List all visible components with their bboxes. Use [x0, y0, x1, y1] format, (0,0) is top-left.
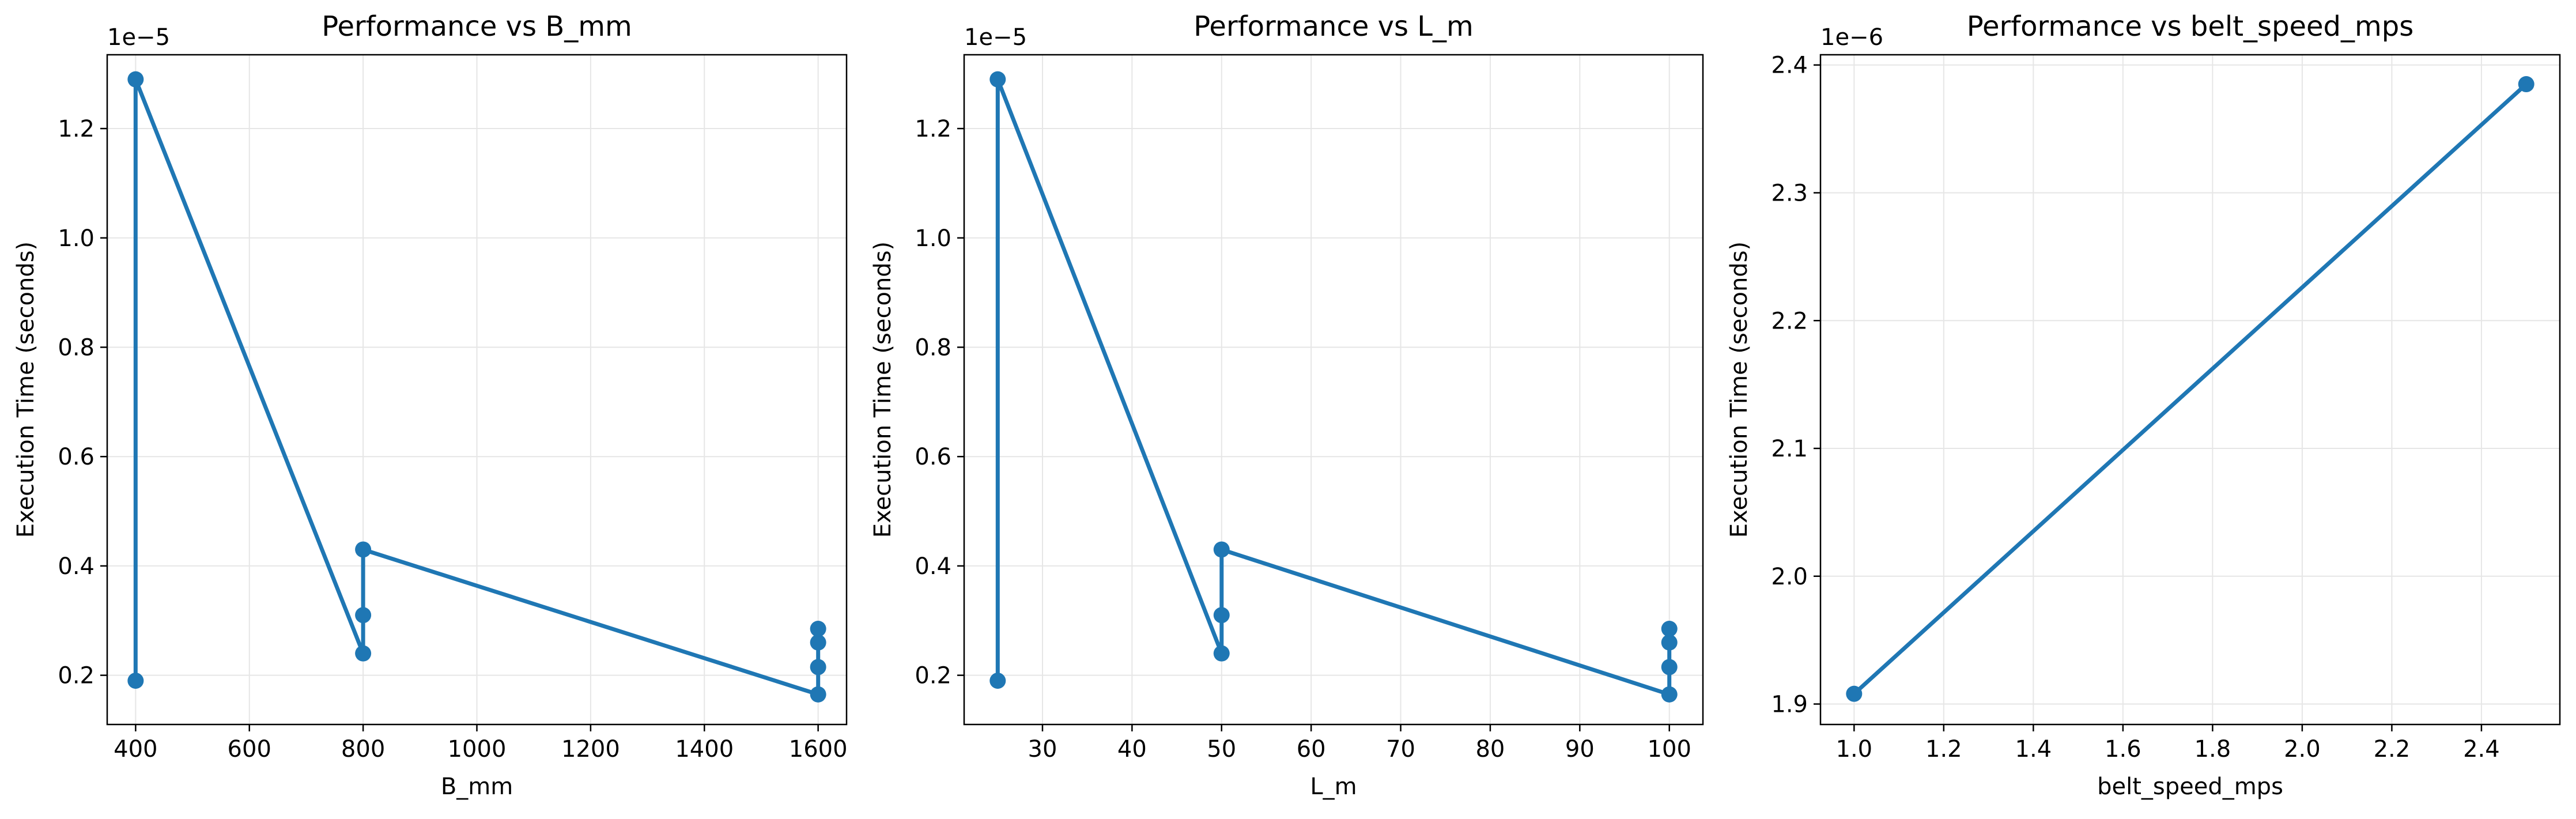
- y-tick-label: 1.0: [915, 225, 951, 252]
- x-tick-label: 70: [1386, 736, 1415, 763]
- y-tick-label: 1.9: [1771, 692, 1808, 718]
- y-tick-label: 2.4: [1771, 52, 1808, 79]
- x-axis-label: B_mm: [441, 773, 513, 800]
- y-tick-label: 2.3: [1771, 180, 1808, 206]
- data-point: [1661, 634, 1678, 651]
- chart-title: Performance vs belt_speed_mps: [1967, 10, 2414, 43]
- y-tick-label: 1.2: [58, 116, 95, 142]
- axes-frame: [963, 54, 1704, 726]
- x-tick-label: 1.8: [2194, 736, 2231, 763]
- data-point: [355, 607, 372, 624]
- x-tick-label: 1200: [561, 736, 620, 763]
- data-point: [810, 659, 826, 675]
- axes-frame: [106, 54, 848, 726]
- data-point: [127, 673, 144, 689]
- y-offset-label: 1e−6: [1820, 24, 1883, 51]
- y-tick-label: 0.2: [915, 663, 951, 689]
- x-tick-label: 100: [1648, 736, 1691, 763]
- x-axis-label: belt_speed_mps: [2097, 773, 2283, 800]
- y-axis-label: Execution Time (seconds): [870, 241, 896, 538]
- x-tick-label: 400: [114, 736, 157, 763]
- y-offset-label: 1e−5: [107, 24, 170, 51]
- y-tick-label: 0.8: [915, 334, 951, 361]
- subplot-b-mm: 400 600 800 1000 1200 1400 1600 0.2 0.4 0.6 0.8 1.0…: [13, 10, 848, 800]
- data-series: [989, 71, 1678, 703]
- data-point: [989, 71, 1006, 88]
- subplot-l-m: 30 40 50 60 70 80 90 100 0.2 0.4 0.6 0.8 1.0 1.2 Perf…: [870, 10, 1704, 800]
- y-tick-label: 1.2: [915, 116, 951, 142]
- chart-title: Performance vs B_mm: [322, 10, 632, 43]
- data-point: [810, 634, 826, 651]
- data-point: [355, 541, 372, 558]
- x-tick-label: 800: [341, 736, 385, 763]
- data-point: [989, 673, 1006, 689]
- x-tick-label: 1000: [448, 736, 507, 763]
- subplot-belt-speed: 1.0 1.2 1.4 1.6 1.8 2.0 2.2 2.4 1.9 2.0 2.1 2.2 2.3 2…: [1726, 10, 2561, 800]
- x-tick-label: 1.0: [1836, 736, 1873, 763]
- data-point: [810, 621, 826, 637]
- y-tick-label: 0.2: [58, 663, 95, 689]
- y-tick-label: 0.4: [915, 553, 951, 580]
- x-tick-label: 2.4: [2463, 736, 2500, 763]
- data-point: [810, 686, 826, 703]
- x-tick-label: 90: [1565, 736, 1595, 763]
- grid: [1820, 55, 2560, 724]
- x-tick-label: 40: [1117, 736, 1147, 763]
- ticks: 1.0 1.2 1.4 1.6 1.8 2.0 2.2 2.4 1.9 2.0 2.1 2.2 2.3 2…: [1771, 52, 2499, 763]
- y-tick-label: 2.2: [1771, 308, 1808, 334]
- axes-frame: [1819, 54, 2561, 726]
- data-point: [1213, 541, 1230, 558]
- ticks: 30 40 50 60 70 80 90 100 0.2 0.4 0.6 0.8 1.0 1.2: [915, 116, 1691, 763]
- data-point: [1213, 645, 1230, 662]
- data-point: [127, 71, 144, 88]
- data-point: [1661, 686, 1678, 703]
- data-point: [1846, 685, 1863, 702]
- x-tick-label: 2.0: [2284, 736, 2321, 763]
- y-axis-label: Execution Time (seconds): [13, 241, 39, 538]
- y-tick-label: 1.0: [58, 225, 95, 252]
- y-offset-label: 1e−5: [964, 24, 1027, 51]
- x-tick-label: 2.2: [2374, 736, 2411, 763]
- y-tick-label: 0.6: [915, 444, 951, 470]
- x-tick-label: 30: [1028, 736, 1057, 763]
- data-point: [2518, 76, 2535, 93]
- x-tick-label: 1400: [675, 736, 734, 763]
- x-tick-label: 1600: [789, 736, 848, 763]
- y-tick-label: 0.6: [58, 444, 95, 470]
- x-tick-label: 80: [1475, 736, 1505, 763]
- chart-title: Performance vs L_m: [1193, 10, 1474, 43]
- data-point: [355, 645, 372, 662]
- x-tick-label: 1.6: [2105, 736, 2141, 763]
- y-axis-label: Execution Time (seconds): [1726, 241, 1752, 538]
- data-point: [1661, 659, 1678, 675]
- grid: [107, 55, 847, 724]
- x-tick-label: 60: [1297, 736, 1326, 763]
- x-tick-label: 50: [1207, 736, 1236, 763]
- y-tick-label: 2.1: [1771, 436, 1808, 462]
- x-axis-label: L_m: [1310, 773, 1357, 800]
- x-tick-label: 1.2: [1925, 736, 1962, 763]
- grid: [964, 55, 1703, 724]
- series-line: [1852, 82, 2529, 696]
- y-tick-label: 0.4: [58, 553, 95, 580]
- y-tick-label: 2.0: [1771, 564, 1808, 590]
- ticks: 400 600 800 1000 1200 1400 1600 0.2 0.4 0.6 0.8 1.0…: [58, 116, 847, 763]
- data-series: [127, 71, 826, 703]
- data-series: [1846, 76, 2535, 702]
- x-tick-label: 1.4: [2015, 736, 2052, 763]
- data-point: [1661, 621, 1678, 637]
- data-point: [1213, 607, 1230, 624]
- y-tick-label: 0.8: [58, 334, 95, 361]
- x-tick-label: 600: [228, 736, 271, 763]
